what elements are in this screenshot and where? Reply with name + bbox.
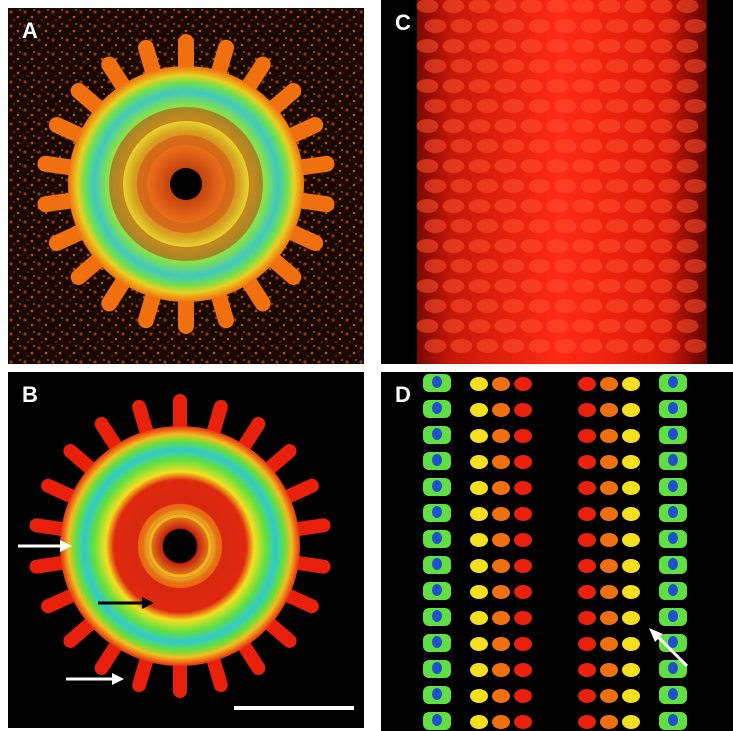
black-arrow-inner: [98, 597, 154, 609]
panel-b: B: [8, 372, 364, 728]
panel-b-image: [8, 372, 364, 728]
panel-b-label: B: [22, 382, 38, 407]
panel-a-label: A: [22, 18, 38, 43]
panel-c-label: C: [395, 10, 411, 35]
panel-d: D: [381, 372, 733, 731]
panel-a-image: [8, 8, 364, 364]
panel-d-label: D: [395, 382, 411, 407]
panel-a: A: [8, 8, 364, 364]
panel-c: C: [381, 0, 733, 364]
panel-d-image: [381, 372, 733, 731]
white-arrow-bottom: [66, 673, 124, 685]
white-arrow-diagonal: [649, 628, 689, 668]
white-arrow-left: [18, 540, 72, 552]
panel-c-image: [381, 0, 733, 364]
